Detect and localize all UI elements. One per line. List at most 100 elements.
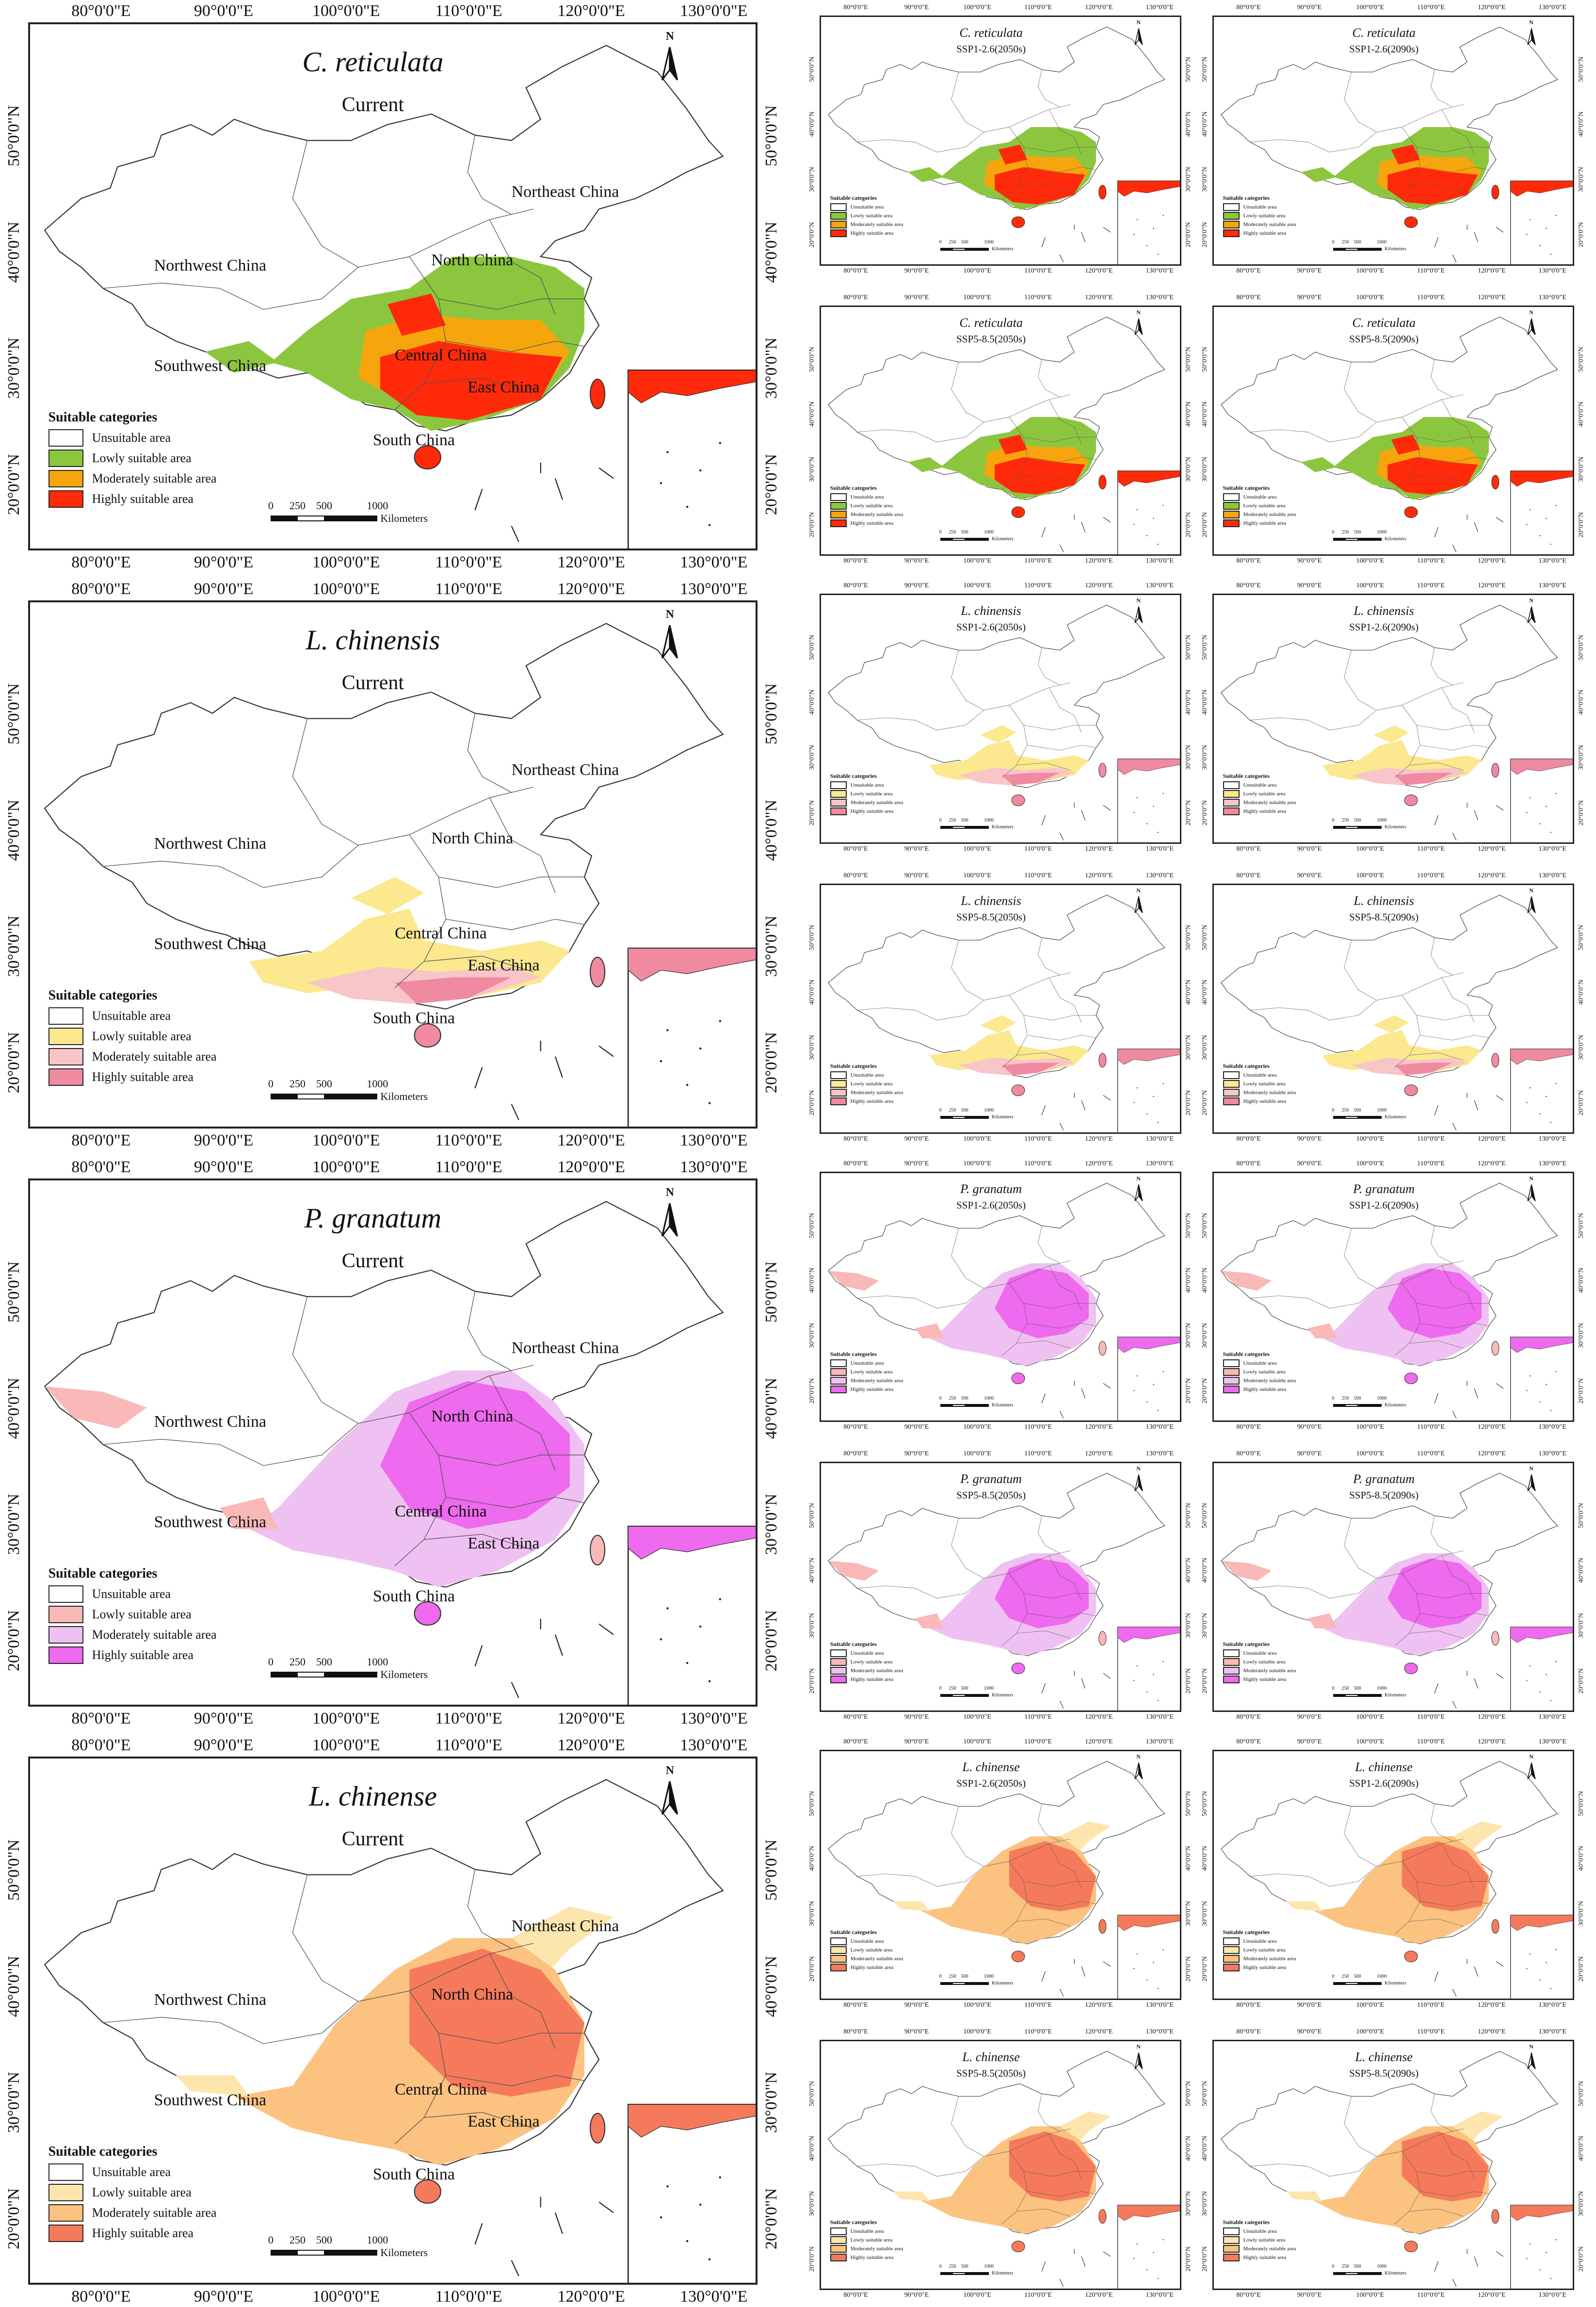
latitude-label: 40°0'0"N xyxy=(808,402,816,427)
map-frame[interactable]: N L. chinense SSP1-2.6(2090s) Suitable cate… xyxy=(1212,1750,1574,2000)
legend-swatch xyxy=(1223,1080,1240,1088)
regional-boundary xyxy=(1344,1228,1377,1289)
map-frame[interactable]: N L. chinense Current Northeast China North … xyxy=(28,1757,758,2285)
inset-island-dot xyxy=(1153,1962,1154,1963)
inset-island-dot xyxy=(1153,1674,1154,1675)
taiwan-island xyxy=(1491,2209,1499,2224)
nine-dash-line-segment xyxy=(1496,2251,1504,2257)
map-canvas xyxy=(1221,316,1573,554)
species-title: C. reticulata xyxy=(302,46,444,78)
species-title: L. chinense xyxy=(962,2050,1020,2065)
regional-boundary xyxy=(467,1869,512,1949)
legend-item: Moderately suitable area xyxy=(48,1626,217,1644)
regional-boundary xyxy=(857,2129,1071,2177)
inset-coast-zone xyxy=(1117,2205,1180,2221)
scale-tick-label: 250 xyxy=(949,1974,956,1980)
latitude-label: 30°0'0"N xyxy=(1578,1323,1585,1348)
latitude-label: 50°0'0"N xyxy=(1185,634,1192,660)
legend-label: Unsuitable area xyxy=(850,1650,884,1657)
nine-dash-line-segment xyxy=(511,526,519,542)
legend-label: Moderately suitable area xyxy=(92,1049,217,1064)
low-suitability-zone xyxy=(908,167,944,182)
latitude-label: 50°0'0"N xyxy=(808,56,816,82)
map-frame[interactable]: N P. granatum Current Northeast China North … xyxy=(28,1178,758,1707)
longitude-label: 120°0'0"E xyxy=(1085,1738,1113,1745)
south-china-sea-inset xyxy=(1117,758,1180,842)
nine-dash-line-segment xyxy=(1103,1961,1111,1967)
map-frame[interactable]: N C. reticulata SSP5-8.5(2090s) Suitable ca… xyxy=(1212,306,1574,556)
legend-item: Moderately suitable area xyxy=(48,1048,217,1065)
legend-item: Highly suitable area xyxy=(1223,519,1296,528)
map-frame[interactable]: N C. reticulata SSP5-8.5(2050s) Suitable ca… xyxy=(820,306,1181,556)
nine-dash-line-segment xyxy=(1474,1966,1479,1977)
legend: Suitable categories Unsuitable area Lowly … xyxy=(830,1063,903,1106)
map-frame[interactable]: N L. chinensis SSP1-2.6(2050s) Suitable cat… xyxy=(820,594,1181,844)
species-title: L. chinensis xyxy=(961,894,1021,908)
longitude-label: 120°0'0"E xyxy=(1085,557,1113,565)
regional-boundary xyxy=(1431,359,1453,398)
latitude-label: 20°0'0"N xyxy=(1578,1956,1585,1982)
legend-swatch xyxy=(830,1676,847,1684)
scale-tick-label: 0 xyxy=(939,1686,942,1692)
regional-boundary xyxy=(489,1953,556,2049)
map-frame[interactable]: N L. chinense SSP5-8.5(2050s) Suitable cate… xyxy=(820,2040,1181,2290)
inset-coast-zone xyxy=(1117,180,1180,197)
low-suitability-zone xyxy=(1221,1561,1272,1581)
scale-bar-graphic xyxy=(940,537,989,541)
map-frame[interactable]: N C. reticulata Current Northeast China Nort… xyxy=(28,22,758,550)
scale-bar-graphic xyxy=(271,1672,378,1678)
inset-island-dot xyxy=(1146,2269,1148,2271)
legend-item: Lowly suitable area xyxy=(1223,212,1296,220)
nine-dash-line-segment xyxy=(1081,522,1086,532)
scenario-map-panel: 80°0'0"E 90°0'0"E 100°0'0"E 110°0'0"E 120°0'… xyxy=(1198,3,1589,278)
map-frame[interactable]: N L. chinense SSP1-2.6(2050s) Suitable cate… xyxy=(820,1750,1181,2000)
high-suitability-zone xyxy=(1387,167,1478,205)
map-frame[interactable]: N P. granatum SSP5-8.5(2050s) Suitable cate… xyxy=(820,1462,1181,1712)
regional-boundary xyxy=(489,797,556,893)
scale-tick-label: 1000 xyxy=(1377,1108,1387,1113)
map-frame[interactable]: N P. granatum SSP1-2.6(2050s) Suitable cate… xyxy=(820,1172,1181,1422)
regional-boundary xyxy=(1441,2133,1475,2179)
regional-boundary xyxy=(1416,1015,1489,1020)
map-frame[interactable]: N L. chinensis Current Northeast China North… xyxy=(28,600,758,1129)
scale-bar: 0 250 500 1000 Kilometers xyxy=(939,2264,1014,2276)
high-suitability-zone xyxy=(1402,2131,1489,2202)
map-frame[interactable]: N L. chinensis SSP5-8.5(2090s) Suitable cat… xyxy=(1212,884,1574,1134)
legend-item: Highly suitable area xyxy=(48,2224,217,2242)
longitude-label: 90°0'0"E xyxy=(904,1713,929,1721)
map-frame[interactable]: N L. chinense SSP5-8.5(2090s) Suitable cate… xyxy=(1212,2040,1574,2290)
map-frame[interactable]: N P. granatum SSP5-8.5(2090s) Suitable cate… xyxy=(1212,1462,1574,1712)
legend-swatch xyxy=(830,1097,847,1106)
legend-label: Lowly suitable area xyxy=(850,1081,893,1087)
inset-island-dot xyxy=(1136,2243,1138,2245)
scale-tick-label: 250 xyxy=(1341,1974,1349,1980)
longitude-label: 130°0'0"E xyxy=(680,1158,748,1176)
map-frame[interactable]: N C. reticulata SSP1-2.6(2090s) Suitable ca… xyxy=(1212,16,1574,266)
high-suitability-zone xyxy=(1391,145,1420,165)
latitude-label: 20°0'0"N xyxy=(1578,800,1585,825)
longitude-label: 80°0'0"E xyxy=(71,580,131,598)
north-arrow-icon xyxy=(1134,1474,1143,1491)
south-china-sea-inset xyxy=(627,1525,756,1705)
legend-label: Unsuitable area xyxy=(92,1586,171,1601)
map-frame[interactable]: N P. granatum SSP1-2.6(2090s) Suitable cate… xyxy=(1212,1172,1574,1422)
map-frame[interactable]: N L. chinensis SSP5-8.5(2050s) Suitable cat… xyxy=(820,884,1181,1134)
map-frame[interactable]: N C. reticulata SSP1-2.6(2050s) Suitable ca… xyxy=(820,16,1181,266)
map-canvas xyxy=(828,1760,1180,1999)
longitude-label: 90°0'0"E xyxy=(193,553,254,571)
hainan-island xyxy=(1404,1372,1418,1385)
map-frame[interactable]: N L. chinensis SSP1-2.6(2090s) Suitable cat… xyxy=(1212,594,1574,844)
longitude-label: 80°0'0"E xyxy=(71,1736,131,1754)
scale-bar-graphic xyxy=(940,1982,989,1985)
legend-label: Lowly suitable area xyxy=(850,1947,893,1953)
scale-bar: 0 250 500 1000 Kilometers xyxy=(268,1078,428,1103)
regional-boundary xyxy=(446,340,585,352)
regional-boundary xyxy=(1023,2171,1096,2177)
scale-tick-label: 500 xyxy=(1354,818,1361,823)
latitude-label: 50°0'0"N xyxy=(1201,1212,1209,1238)
legend-item: Highly suitable area xyxy=(830,1097,903,1106)
inset-island-dot xyxy=(1550,2278,1552,2279)
high-suitability-zone xyxy=(395,977,512,1004)
longitude-label: 130°0'0"E xyxy=(1145,872,1174,879)
latitude-label: 50°0'0"N xyxy=(1185,1212,1192,1238)
